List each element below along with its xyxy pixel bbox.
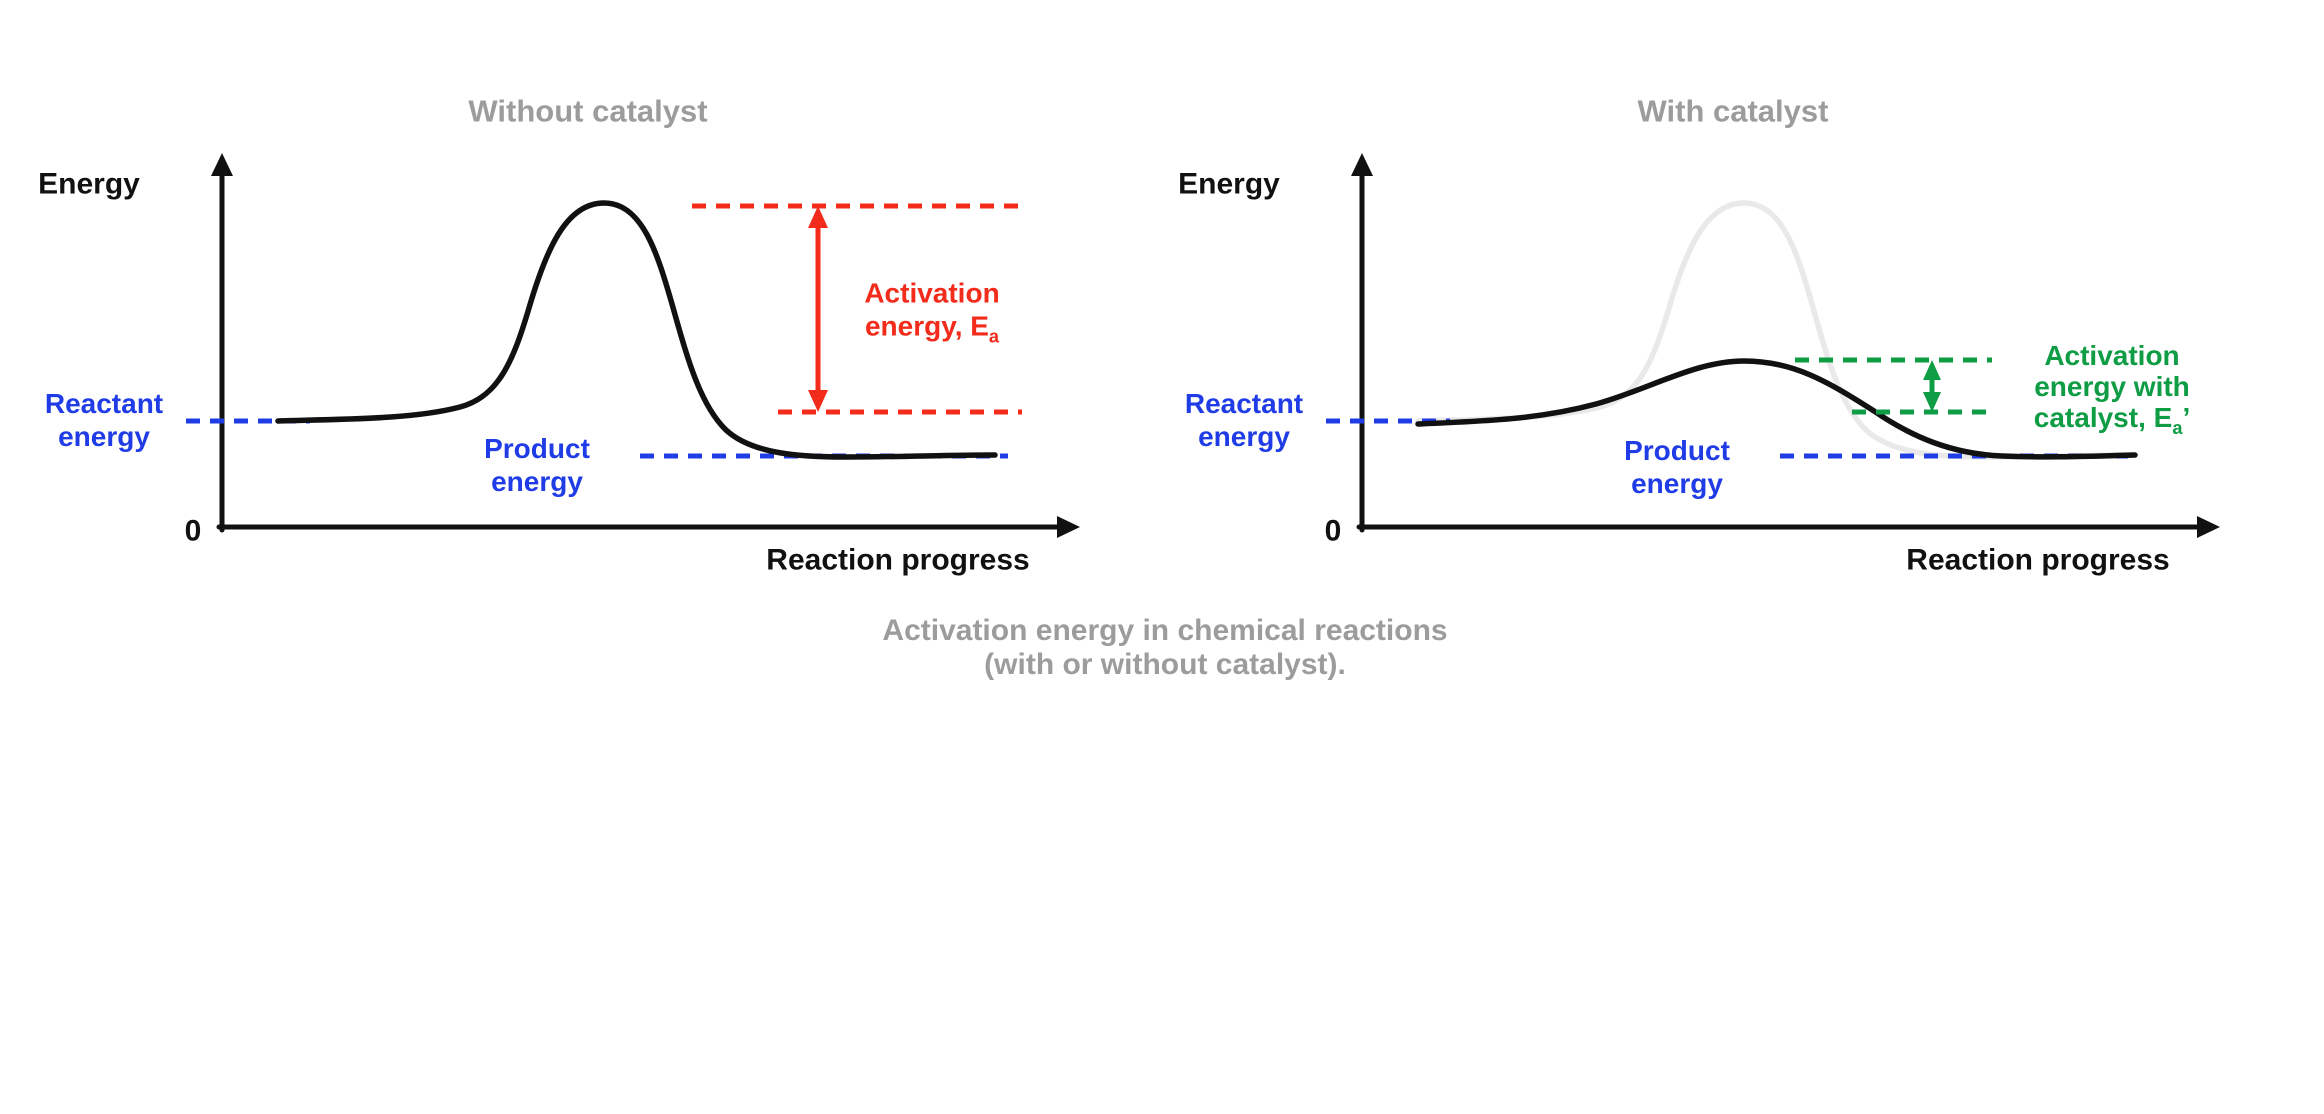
right-origin-label: 0: [1324, 514, 1342, 548]
label-line: Activation: [864, 277, 1000, 309]
left-activation-energy-label: Activation energy, Ea: [864, 277, 999, 354]
label-line: energy, Ea: [864, 310, 999, 354]
subscript-a: a: [988, 326, 1000, 347]
right-activation-arrow-up-icon: [1923, 360, 1941, 380]
right-y-axis-arrowhead-icon: [1351, 153, 1373, 176]
right-activation-arrow-down-icon: [1923, 392, 1941, 412]
label-line: Activation: [2044, 340, 2180, 372]
left-progress-axis-label: Reaction progress: [766, 543, 1030, 577]
right-catalyzed-curve: [1415, 358, 2138, 460]
label-line: Product: [1624, 435, 1730, 466]
label-line: energy: [491, 466, 583, 497]
right-energy-axis-label: Energy: [1178, 167, 1280, 201]
label-text: catalyst, E: [2033, 402, 2173, 434]
right-x-axis-arrowhead-icon: [2197, 516, 2220, 538]
caption-line: Activation energy in chemical reactions: [882, 614, 1448, 647]
left-product-energy-label: Product energy: [484, 432, 590, 498]
label-line: energy: [58, 421, 150, 452]
left-energy-axis-label: Energy: [38, 167, 140, 201]
label-line: Reactant: [44, 388, 164, 419]
label-line: Reactant: [1184, 388, 1304, 419]
label-line: energy: [1631, 468, 1723, 499]
caption-line: (with or without catalyst).: [984, 648, 1346, 681]
left-y-axis-arrowhead-icon: [211, 153, 233, 176]
label-line: Product: [484, 433, 590, 464]
label-line: energy: [1198, 421, 1290, 452]
right-product-energy-label: Product energy: [1624, 434, 1730, 500]
right-reactant-energy-label: Reactant energy: [1185, 387, 1303, 453]
left-activation-arrow-up-icon: [808, 206, 828, 228]
left-reaction-curve: [275, 200, 998, 460]
right-panel-title: With catalyst: [1637, 93, 1829, 129]
figure-caption: Activation energy in chemical reactions …: [882, 614, 1447, 682]
left-x-axis-arrowhead-icon: [1057, 516, 1080, 538]
left-reactant-energy-label: Reactant energy: [45, 387, 163, 453]
prime-mark: ’: [2182, 402, 2191, 434]
right-activation-energy-label: Activation energy with catalyst, Ea’: [2034, 340, 2190, 444]
left-activation-arrow-down-icon: [808, 390, 828, 412]
label-text: energy, E: [864, 310, 989, 342]
subscript-a: a: [2172, 417, 2183, 438]
right-progress-axis-label: Reaction progress: [1906, 543, 2170, 577]
left-panel-title: Without catalyst: [468, 93, 708, 129]
label-line: catalyst, Ea’: [2034, 402, 2190, 444]
left-origin-label: 0: [184, 514, 202, 548]
label-line: energy with: [2034, 371, 2190, 403]
